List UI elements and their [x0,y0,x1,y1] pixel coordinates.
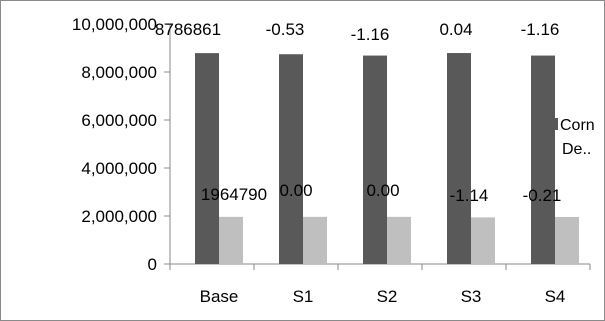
data-label-series-1: -1.16 [521,20,560,39]
legend-label-series-1: Corn [560,117,595,134]
y-tick-label: 4,000,000 [81,159,157,178]
bar-series-1 [195,53,219,264]
bar-series-1 [531,55,555,265]
y-tick-label: 0 [148,255,157,274]
y-tick-label: 8,000,000 [81,63,157,82]
bar-series-2 [471,217,495,264]
x-tick-label: Base [200,287,239,306]
bar-series-2 [387,216,411,264]
legend-swatch-series-1 [552,118,558,130]
bar-series-2 [303,216,327,264]
y-tick-label: 10,000,000 [72,15,157,34]
bar-series-1 [363,55,387,265]
y-tick-label: 2,000,000 [81,207,157,226]
x-tick-label: S3 [461,287,482,306]
data-label-series-2: 0.00 [366,181,399,200]
x-tick-label: S2 [377,287,398,306]
data-label-series-1: 0.04 [439,20,472,39]
bar-series-1 [447,53,471,264]
legend-label-series-2: De.. [562,141,591,158]
x-tick-label: S1 [293,287,314,306]
bar-series-1 [279,54,303,264]
data-label-series-1: -0.53 [266,20,305,39]
x-tick-label: S4 [545,287,566,306]
data-label-series-2: 1964790 [201,185,267,204]
y-tick-label: 6,000,000 [81,111,157,130]
data-label-series-2: -0.21 [523,186,562,205]
bar-series-2 [219,216,243,264]
data-label-series-1: 8786861 [155,20,221,39]
data-label-series-2: 0.00 [279,181,312,200]
data-label-series-1: -1.16 [351,25,390,44]
data-label-series-2: -1.14 [450,186,489,205]
bar-series-2 [555,216,579,264]
